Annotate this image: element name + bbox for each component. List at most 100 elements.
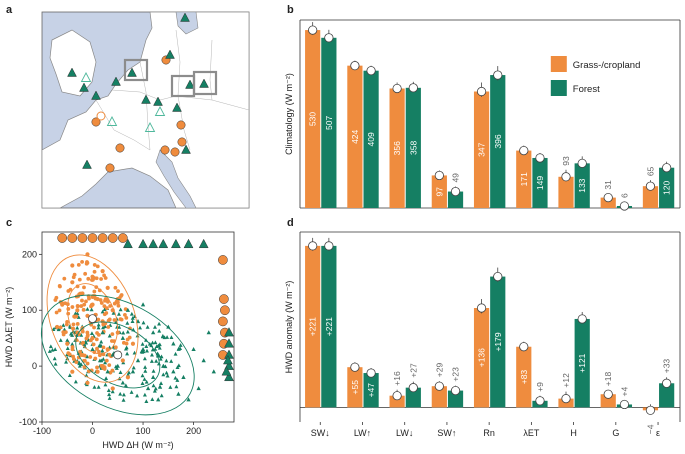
forest-point: [65, 356, 70, 361]
forest-point: [161, 372, 166, 377]
grass-bar-0: [305, 30, 321, 209]
grass-point: [67, 352, 72, 357]
map-markers: [67, 12, 209, 173]
forest-bar-1: [363, 70, 379, 208]
grass-point: [103, 298, 107, 303]
mean-marker: [350, 362, 360, 372]
grass-point: [97, 288, 102, 293]
forest-point: [115, 324, 120, 329]
grass-point: [90, 274, 95, 279]
forest-outlier-marker: [221, 366, 232, 376]
grass-point: [78, 349, 82, 354]
grass-point: [85, 380, 90, 385]
grass-point: [119, 293, 124, 297]
grass-point: [105, 285, 110, 290]
mean-marker: [535, 153, 545, 163]
grass-point: [80, 259, 84, 264]
grass-point: [106, 299, 110, 304]
forest-point: [132, 350, 137, 355]
forest-point: [144, 379, 149, 384]
forest-site-open-marker: [106, 116, 118, 126]
forest-point: [121, 392, 126, 397]
forest-point: [52, 356, 57, 361]
forest-point: [90, 346, 95, 352]
bar-value-label: +221: [324, 317, 334, 336]
forest-point: [157, 321, 162, 326]
forest-point: [107, 392, 112, 397]
grass-point: [82, 365, 87, 369]
mean-marker: [662, 378, 672, 388]
forest-point: [142, 392, 147, 397]
forest-bar-1: [363, 373, 379, 408]
forest-point: [169, 359, 174, 363]
grass-point: [103, 276, 108, 280]
forest-point: [159, 393, 164, 398]
grass-point: [110, 332, 115, 337]
forest-site-marker: [172, 102, 182, 112]
grass-point: [70, 263, 75, 268]
forest-bar-6: [574, 163, 590, 208]
y-axis-label: Climatology (W m⁻²): [284, 73, 294, 155]
scatter-cloud: [47, 259, 183, 403]
y-tick-label: -100: [19, 417, 37, 427]
panel-label-b: b: [287, 4, 294, 16]
forest-point: [104, 376, 109, 380]
forest-outlier-marker: [148, 238, 159, 249]
grass-point: [82, 285, 86, 290]
forest-point: [135, 393, 140, 398]
grass-point: [113, 285, 118, 290]
forest-bar-3: [447, 191, 464, 208]
forest-point: [73, 379, 78, 384]
forest-point: [50, 347, 55, 352]
grass-point: [90, 336, 95, 341]
forest-point: [150, 340, 155, 345]
grass-site-marker: [115, 143, 125, 153]
bar-value-label: 171: [519, 172, 529, 186]
forest-point: [153, 340, 158, 345]
grass-point: [124, 315, 129, 320]
grass-point: [95, 264, 100, 269]
legend-label: Forest: [573, 84, 600, 95]
mean-marker: [493, 70, 503, 80]
forest-point: [175, 378, 180, 382]
forest-site-open-marker: [154, 106, 166, 116]
forest-site-marker: [180, 12, 190, 22]
legend-swatch-forest: [550, 80, 567, 96]
forest-point: [201, 358, 206, 363]
forest-point: [145, 348, 149, 353]
grass-point: [94, 337, 99, 342]
grass-point: [92, 289, 97, 294]
mean-marker: [308, 241, 318, 251]
forest-point: [107, 333, 112, 338]
forest-point: [53, 361, 58, 366]
forest-point: [125, 307, 131, 312]
grass-point: [101, 345, 106, 350]
forest-confidence-ellipse: [40, 294, 195, 416]
forest-point: [140, 341, 145, 346]
forest-point: [153, 386, 158, 391]
forest-point: [70, 333, 75, 337]
mean-marker: [577, 158, 587, 168]
forest-point: [129, 390, 134, 394]
grass-point: [80, 352, 85, 358]
site-map: [41, 11, 250, 209]
forest-outlier-marker: [138, 238, 148, 249]
grass-point: [102, 304, 107, 309]
grass-point: [80, 298, 84, 303]
y-axis-label: HWD anomaly (W m⁻²): [284, 281, 294, 374]
bar-value-label: 65: [645, 166, 655, 176]
forest-outlier-marker: [223, 354, 233, 365]
grass-point: [79, 304, 84, 308]
grass-point: [95, 365, 99, 370]
grass-bar-2: [389, 395, 405, 408]
forest-point: [152, 388, 157, 393]
bar-value-label: 97: [434, 187, 444, 197]
grass-point: [108, 304, 113, 308]
forest-point: [105, 369, 110, 374]
forest-outlier-marker: [183, 238, 194, 249]
grass-point: [116, 300, 120, 305]
grass-bar-3: [431, 386, 447, 408]
forest-point: [65, 346, 70, 351]
grass-bar-5: [516, 346, 532, 408]
